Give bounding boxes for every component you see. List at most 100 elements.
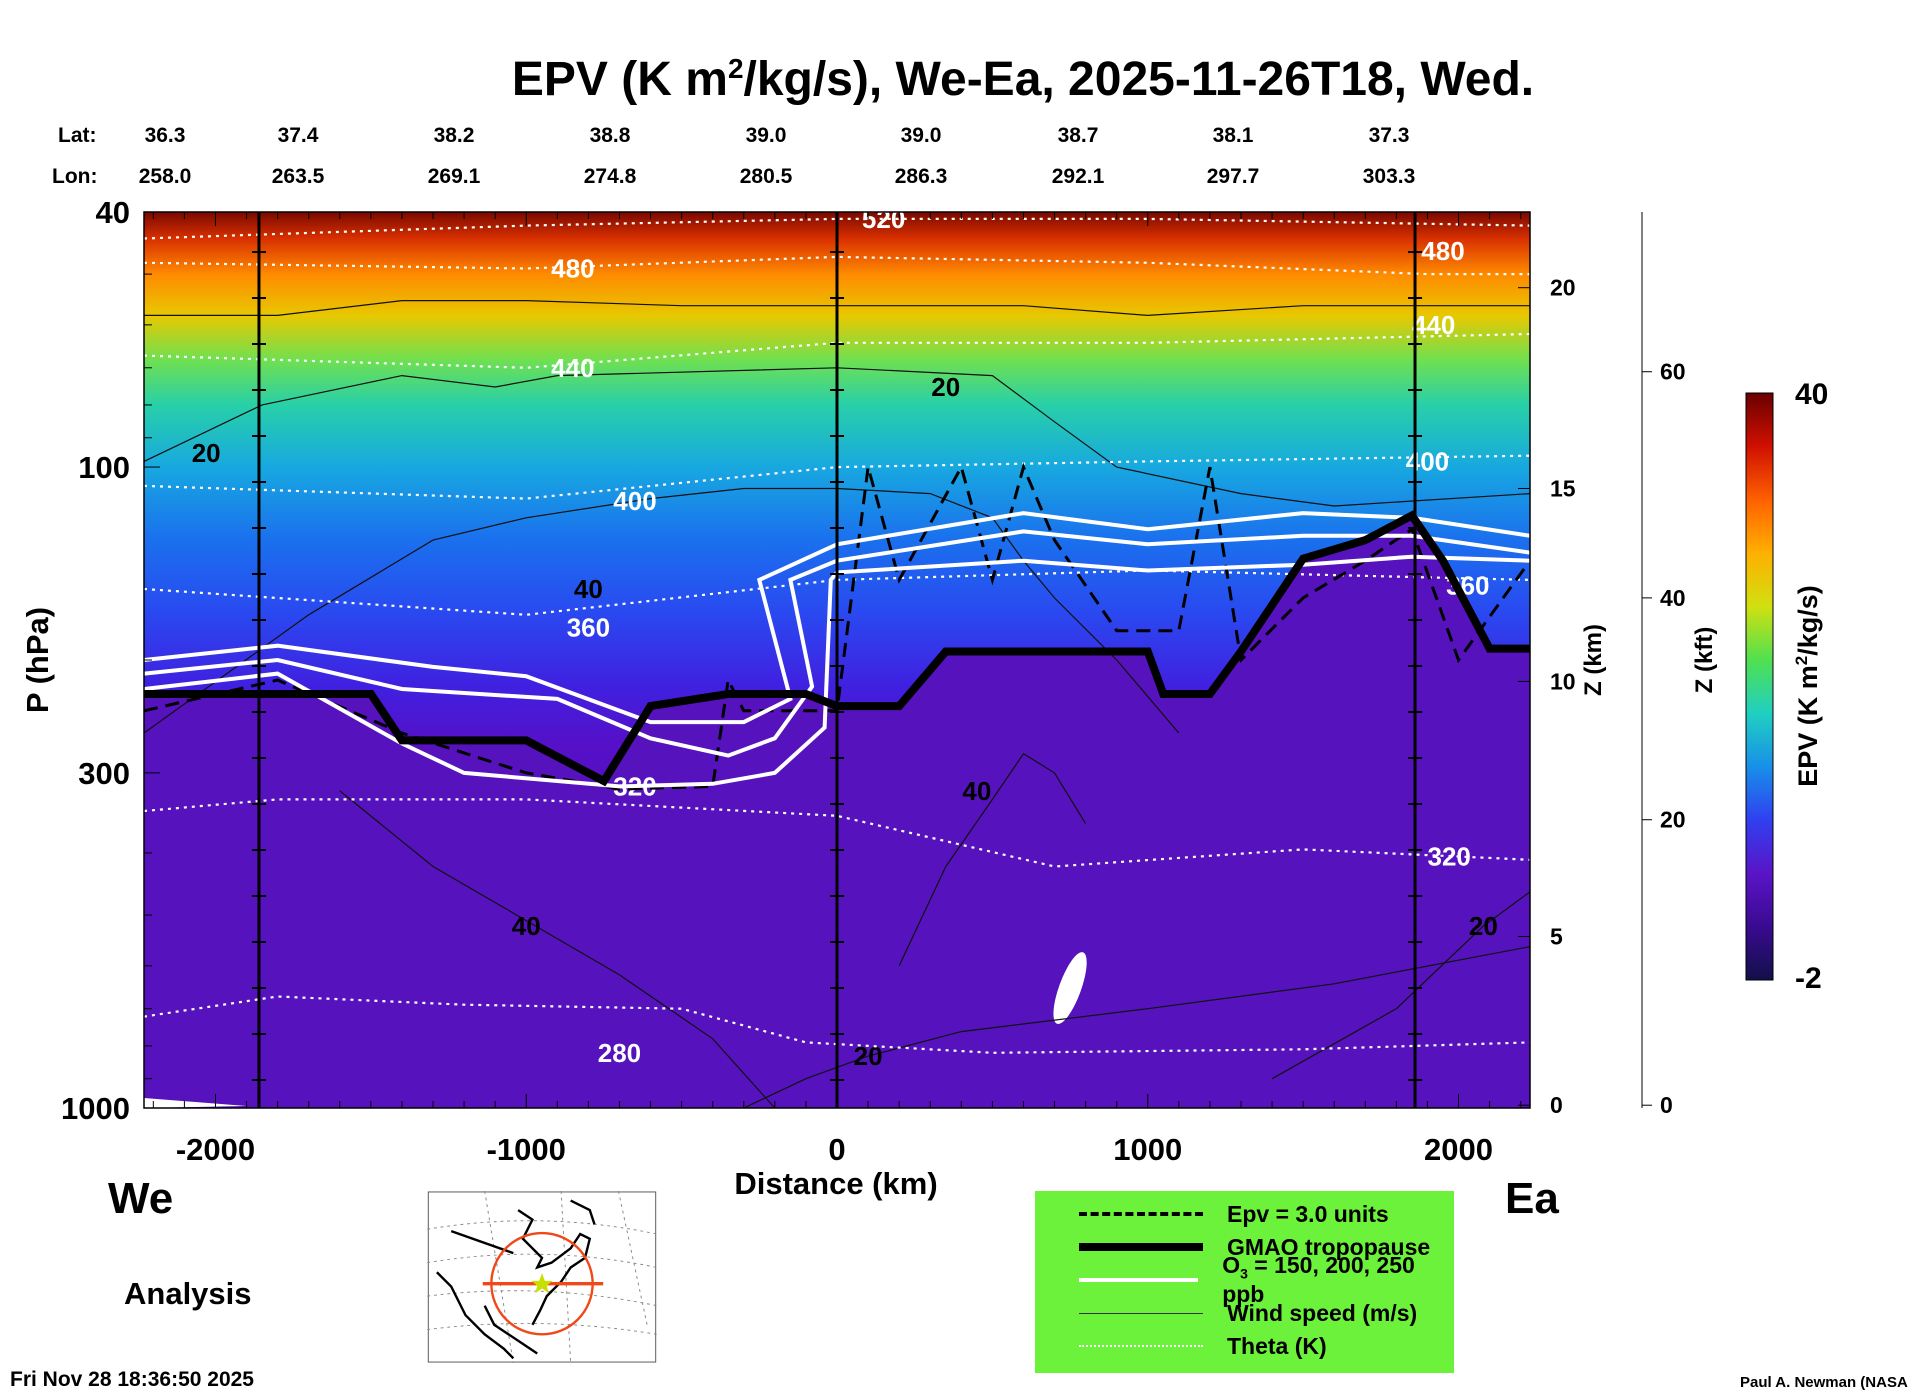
- legend-line-swatch: [1079, 1345, 1203, 1347]
- lon-value: 286.3: [894, 165, 948, 188]
- ozone-contour: [144, 529, 1530, 758]
- center-star-icon: [531, 1273, 553, 1294]
- legend-line-swatch: [1079, 1312, 1203, 1314]
- legend-line-swatch: [1079, 1278, 1199, 1282]
- wind-speed-contour: [339, 790, 776, 1108]
- z-kft-tick-label: 60: [1660, 359, 1686, 385]
- location-map-inset: [427, 1191, 657, 1363]
- wind-speed-contour: [144, 300, 1530, 317]
- theta-contour-label: 440: [1412, 310, 1455, 340]
- legend-line-swatch: [1079, 1212, 1203, 1216]
- wind-contour-label: 40: [962, 776, 991, 806]
- missing-data-blob: [1053, 952, 1087, 1024]
- lat-value: 39.0: [900, 124, 942, 147]
- legend-label-part: = 150, 200, 250 ppb: [1222, 1251, 1415, 1308]
- chart-title: EPV (K m2/kg/s), We-Ea, 2025-11-26T18, W…: [511, 53, 1535, 106]
- legend-item: Theta (K): [1079, 1331, 1327, 1361]
- wind-contour-label: 20: [1469, 911, 1498, 941]
- theta-contour-label: 320: [1428, 841, 1471, 871]
- x-tick-label: -1000: [487, 1132, 566, 1167]
- x-tick-label: 1000: [1113, 1132, 1182, 1167]
- lat-value: 39.0: [745, 124, 787, 147]
- wind-contour-label: 40: [512, 911, 541, 941]
- lat-value: 38.7: [1057, 124, 1099, 147]
- legend-item: Wind speed (m/s): [1079, 1298, 1417, 1328]
- lon-value: 280.5: [739, 165, 793, 188]
- legend-label: GMAO tropopause: [1227, 1233, 1431, 1260]
- colorbar-max-label: 40: [1795, 378, 1829, 411]
- theta-contour-label: 360: [567, 613, 610, 643]
- lat-value: 37.4: [277, 124, 319, 147]
- legend-label-part: O: [1222, 1251, 1241, 1278]
- z-kft-tick-label: 20: [1660, 807, 1686, 833]
- legend-item: O3 = 150, 200, 250 ppb: [1079, 1252, 1454, 1307]
- theta-contour-label: 280: [598, 1038, 641, 1068]
- theta-contour-label: 440: [551, 353, 594, 383]
- lon-value: 258.0: [138, 165, 192, 188]
- theta-contour: [144, 255, 1530, 276]
- theta-contour-label: 400: [613, 486, 656, 516]
- z-km-tick-label: 20: [1550, 275, 1576, 301]
- theta-contour-label: 520: [862, 204, 905, 234]
- colorbar-min-label: -2: [1795, 962, 1822, 995]
- theta-contour-label: 480: [1421, 236, 1464, 266]
- colorbar: [1745, 392, 1774, 981]
- analysis-label: Analysis: [124, 1276, 252, 1311]
- x-axis-label: Distance (km): [734, 1166, 938, 1201]
- terrain: [144, 1098, 247, 1108]
- lat-value: 38.2: [433, 124, 475, 147]
- legend-label-subscript: 3: [1240, 1265, 1248, 1282]
- lon-value: 269.1: [427, 165, 481, 188]
- colorbar-label: EPV (K m2/kg/s): [1792, 585, 1823, 787]
- y-tick-label: 300: [78, 756, 130, 791]
- z-kft-tick-label: 40: [1660, 585, 1686, 611]
- x-tick-label: -2000: [176, 1132, 255, 1167]
- lat-value: 37.3: [1368, 124, 1410, 147]
- lat-label: Lat:: [58, 124, 97, 147]
- z-kft-tick-label: 0: [1660, 1092, 1673, 1118]
- lon-value: 292.1: [1051, 165, 1105, 188]
- west-label: We: [108, 1174, 174, 1223]
- theta-contour: [144, 995, 1530, 1054]
- z-km-tick-label: 15: [1550, 475, 1576, 501]
- wind-contour-label: 40: [574, 574, 603, 604]
- wind-speed-contour: [144, 367, 1530, 507]
- east-label: Ea: [1505, 1174, 1559, 1223]
- y-tick-label: 1000: [61, 1091, 130, 1126]
- ozone-contour: [144, 554, 1530, 789]
- legend: Epv = 3.0 units GMAO tropopause O3 = 150, …: [1035, 1191, 1454, 1373]
- legend-label: Epv = 3.0 units: [1227, 1200, 1389, 1227]
- z-km-tick-label: 0: [1550, 1092, 1563, 1118]
- z-km-axis-label: Z (km): [1580, 624, 1607, 696]
- wind-contour-label: 20: [931, 372, 960, 402]
- z-kft-axis-label: Z (kft): [1691, 626, 1718, 694]
- ozone-contour: [144, 511, 1530, 725]
- legend-label: Theta (K): [1227, 1332, 1327, 1359]
- legend-label: O3 = 150, 200, 250 ppb: [1222, 1252, 1454, 1309]
- credit: Paul A. Newman (NASA: [1740, 1374, 1908, 1391]
- y-axis-label: P (hPa): [20, 606, 55, 714]
- wind-speed-contour: [1271, 891, 1530, 1080]
- lon-value: 303.3: [1362, 165, 1416, 188]
- epv-3-contour: [144, 462, 1530, 791]
- wind-speed-contour: [743, 946, 1530, 1108]
- axes: -2000 -1000 0 1000 2000 40 100 300 1000 20 15 10 5 0 6…: [61, 195, 1686, 1167]
- theta-contour-label: 480: [551, 253, 594, 283]
- x-tick-label: 2000: [1424, 1132, 1493, 1167]
- lon-value: 263.5: [271, 165, 325, 188]
- lat-value: 38.1: [1212, 124, 1254, 147]
- wind-speed-contour: [898, 752, 1087, 967]
- lat-value: 38.8: [589, 124, 631, 147]
- legend-line-swatch: [1079, 1243, 1203, 1251]
- lat-value: 36.3: [144, 124, 186, 147]
- contour-layer: 2020404040202052048048044044040040036036…: [144, 204, 1530, 1108]
- y-tick-label: 40: [96, 195, 130, 230]
- z-km-tick-label: 5: [1550, 923, 1563, 949]
- tropopause-line: [144, 510, 1530, 787]
- map-coastlines: [436, 1199, 596, 1360]
- legend-item: Epv = 3.0 units: [1079, 1199, 1389, 1229]
- x-tick-label: 0: [828, 1132, 845, 1167]
- timestamp: Fri Nov 28 18:36:50 2025: [10, 1368, 254, 1391]
- y-tick-label: 100: [78, 450, 130, 485]
